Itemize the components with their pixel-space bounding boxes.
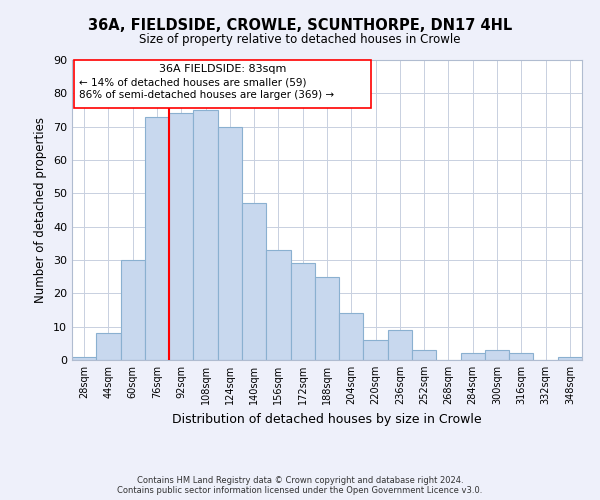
- Bar: [72, 356, 96, 360]
- Bar: [485, 350, 509, 360]
- Text: 36A, FIELDSIDE, CROWLE, SCUNTHORPE, DN17 4HL: 36A, FIELDSIDE, CROWLE, SCUNTHORPE, DN17…: [88, 18, 512, 32]
- Text: Contains HM Land Registry data © Crown copyright and database right 2024.: Contains HM Land Registry data © Crown c…: [137, 476, 463, 485]
- Y-axis label: Number of detached properties: Number of detached properties: [34, 117, 47, 303]
- Text: Contains public sector information licensed under the Open Government Licence v3: Contains public sector information licen…: [118, 486, 482, 495]
- Bar: [145, 116, 169, 360]
- Bar: [388, 330, 412, 360]
- Bar: [290, 264, 315, 360]
- Bar: [509, 354, 533, 360]
- Bar: [412, 350, 436, 360]
- Bar: [242, 204, 266, 360]
- Bar: [364, 340, 388, 360]
- Bar: [461, 354, 485, 360]
- Bar: [315, 276, 339, 360]
- Text: 36A FIELDSIDE: 83sqm: 36A FIELDSIDE: 83sqm: [159, 64, 286, 74]
- FancyBboxPatch shape: [74, 60, 371, 108]
- Bar: [96, 334, 121, 360]
- Bar: [339, 314, 364, 360]
- Text: Size of property relative to detached houses in Crowle: Size of property relative to detached ho…: [139, 32, 461, 46]
- Bar: [218, 126, 242, 360]
- Text: ← 14% of detached houses are smaller (59): ← 14% of detached houses are smaller (59…: [79, 78, 307, 88]
- Bar: [121, 260, 145, 360]
- Text: 86% of semi-detached houses are larger (369) →: 86% of semi-detached houses are larger (…: [79, 90, 334, 100]
- Bar: [169, 114, 193, 360]
- Bar: [558, 356, 582, 360]
- X-axis label: Distribution of detached houses by size in Crowle: Distribution of detached houses by size …: [172, 412, 482, 426]
- Bar: [266, 250, 290, 360]
- Bar: [193, 110, 218, 360]
